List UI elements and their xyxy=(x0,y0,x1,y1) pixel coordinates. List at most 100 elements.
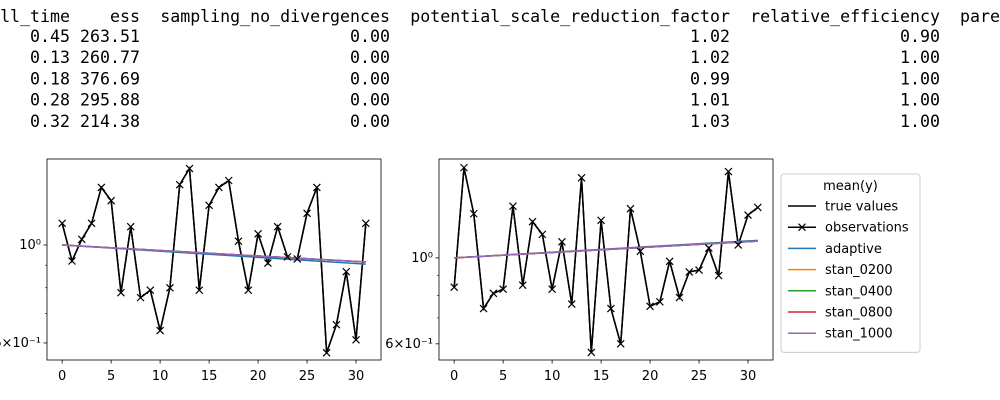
observation-marker xyxy=(646,302,655,311)
legend-label: stan_1000 xyxy=(825,327,893,342)
observation-marker xyxy=(352,335,360,344)
table-cell: 1.02 xyxy=(690,48,730,67)
observation-marker xyxy=(126,222,135,231)
observation-marker xyxy=(342,267,351,276)
observation-marker xyxy=(587,348,596,357)
x-tick-label: 10 xyxy=(152,369,169,384)
observation-marker xyxy=(567,300,576,308)
observation-marker xyxy=(548,285,557,294)
observation-marker xyxy=(117,288,125,297)
observation-marker xyxy=(734,241,743,249)
table-cell: 0.18 xyxy=(30,69,70,88)
observation-marker xyxy=(518,281,527,290)
observation-marker xyxy=(156,326,165,335)
x-tick-label: 20 xyxy=(250,369,267,384)
x-tick-label: 15 xyxy=(593,369,610,384)
table-cell: 376.69 xyxy=(80,69,140,88)
observation-marker xyxy=(273,222,282,231)
y-tick-label: 6×10⁻¹ xyxy=(0,336,41,351)
table-cell: 0.32 xyxy=(30,112,70,131)
observation-marker xyxy=(626,204,635,213)
y-tick-label: 6×10⁻¹ xyxy=(385,337,433,352)
observation-marker xyxy=(361,219,370,228)
observation-marker xyxy=(753,203,762,212)
table-cell: 214.38 xyxy=(80,112,140,131)
table-cell: 0.99 xyxy=(690,69,730,88)
legend-label: stan_0200 xyxy=(825,263,893,278)
observation-marker xyxy=(597,216,606,225)
table-cell: 0.00 xyxy=(350,27,390,46)
table-cell: 1.03 xyxy=(690,112,730,131)
observation-marker xyxy=(254,229,263,238)
series-line xyxy=(62,244,366,263)
series-line xyxy=(61,166,367,354)
legend-box xyxy=(780,173,921,353)
table-cell: 0.00 xyxy=(350,48,390,67)
observation-marker xyxy=(606,304,615,313)
observation-marker xyxy=(577,173,586,182)
observation-marker xyxy=(685,267,694,276)
table-cell: 0.00 xyxy=(350,112,390,131)
table-header: sampling_no_divergences xyxy=(160,7,390,26)
observation-marker xyxy=(714,271,723,280)
legend-label: true values xyxy=(825,200,898,215)
observation-marker xyxy=(185,164,194,173)
x-tick-label: 30 xyxy=(348,369,365,384)
observation-marker xyxy=(312,183,321,192)
observation-marker xyxy=(234,237,243,246)
legend-marker xyxy=(798,223,806,232)
observation-marker xyxy=(499,285,508,294)
x-tick-label: 0 xyxy=(450,369,458,384)
plot-frame xyxy=(46,158,382,361)
observation-marker xyxy=(332,320,341,329)
table-cell: 0.00 xyxy=(350,91,390,110)
table-cell: 0.90 xyxy=(900,27,940,46)
table-cell: 263.51 xyxy=(80,27,140,46)
observation-marker xyxy=(557,237,566,246)
table-header: ll_time xyxy=(0,7,70,26)
series-line xyxy=(453,167,759,353)
observation-marker xyxy=(107,196,116,205)
observation-marker xyxy=(165,283,174,292)
observation-marker xyxy=(303,209,311,218)
observation-marker xyxy=(195,286,204,295)
legend-label: observations xyxy=(825,221,909,236)
table-cell: 260.77 xyxy=(80,48,140,67)
x-tick-label: 30 xyxy=(740,369,757,384)
observation-marker xyxy=(146,286,155,295)
observation-marker xyxy=(460,163,468,172)
y-tick-label: 10⁰ xyxy=(19,238,41,253)
table-cell: 1.01 xyxy=(690,91,730,110)
observation-marker xyxy=(87,219,96,228)
table-cell: 295.88 xyxy=(80,91,140,110)
x-tick-label: 0 xyxy=(58,369,66,384)
x-tick-label: 25 xyxy=(299,369,316,384)
x-tick-label: 15 xyxy=(201,369,218,384)
x-tick-label: 20 xyxy=(642,369,659,384)
legend-title: mean(y) xyxy=(823,179,878,194)
observation-marker xyxy=(68,257,76,265)
observation-marker xyxy=(636,247,645,256)
observation-marker xyxy=(469,209,478,218)
observation-marker xyxy=(97,183,106,192)
table-header: ess xyxy=(110,7,140,26)
observation-marker xyxy=(528,217,537,226)
observation-marker xyxy=(283,252,292,261)
table-cell: 0.00 xyxy=(350,69,390,88)
table-cell: 1.00 xyxy=(900,69,940,88)
observation-marker xyxy=(616,339,625,348)
observation-marker xyxy=(450,283,459,292)
observation-marker xyxy=(538,230,547,239)
plot-area xyxy=(453,167,759,353)
observation-marker xyxy=(136,293,145,302)
y-tick-label: 10⁰ xyxy=(411,251,433,266)
x-tick-label: 10 xyxy=(544,369,561,384)
plot-frame xyxy=(438,158,774,361)
observation-marker xyxy=(77,235,86,244)
table-header: potential_scale_reduction_factor xyxy=(410,7,730,26)
observation-marker xyxy=(224,176,233,185)
plot-area xyxy=(61,166,367,354)
legend-label: stan_0800 xyxy=(825,306,893,321)
table-cell: 1.00 xyxy=(900,48,940,67)
